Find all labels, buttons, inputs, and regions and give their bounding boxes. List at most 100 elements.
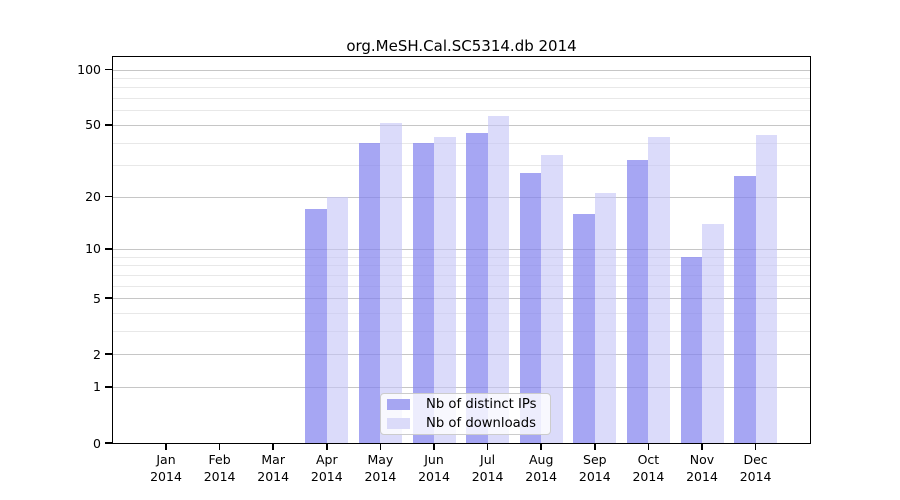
gridline-major [113,354,810,356]
gridline-minor [113,165,810,167]
x-tick-year: 2014 [471,468,504,484]
x-tick-month: May [367,452,394,467]
x-tick [165,444,167,450]
gridline-minor [113,142,810,144]
y-tick-label: 20 [85,189,101,205]
x-tick-year: 2014 [364,468,397,484]
x-tick-label: Feb 2014 [193,452,247,485]
x-tick-year: 2014 [150,468,182,484]
x-tick [272,444,274,450]
gridline-minor [113,312,810,314]
x-tick-label: Dec 2014 [729,452,783,485]
gridline-major [113,124,810,126]
bar-downloads-dec [755,135,778,443]
bar-distinct-ips-jun [412,142,434,443]
gridline-minor [113,87,810,89]
x-tick-label: Nov 2014 [675,452,729,485]
bar-distinct-ips-nov [680,256,702,443]
x-tick-label: Aug 2014 [514,452,568,485]
x-tick-year: 2014 [686,468,718,484]
bar-distinct-ips-apr [305,209,327,443]
gridline-major [113,248,810,250]
bar-downloads-oct [648,136,670,443]
x-tick-label: Sep 2014 [568,452,622,485]
gridline-major [113,69,810,71]
x-tick [486,444,489,450]
x-tick-month: Apr [315,452,338,467]
legend-swatch-downloads [387,417,410,429]
y-tick [105,248,112,250]
gridline-minor [113,98,810,100]
y-tick-label: 10 [85,241,101,257]
x-tick [594,444,596,450]
x-tick-month: Jul [480,452,496,467]
x-tick-month: Feb [208,452,231,467]
y-tick [105,297,112,299]
x-tick-month: Oct [637,452,660,467]
gridline-minor [113,256,810,258]
y-tick-label: 0 [93,435,101,451]
gridline-minor [113,110,810,112]
y-tick [105,442,112,444]
x-tick [379,444,382,450]
bar-downloads-nov [702,223,724,443]
legend-row-downloads: Nb of downloads [387,416,550,431]
x-tick-month: Sep [583,452,607,467]
y-tick [105,124,112,126]
legend-label-distinct-ips: Nb of distinct IPs [426,397,537,413]
x-tick-month: Jun [424,452,444,467]
bar-downloads-may [380,123,402,443]
y-tick-label: 5 [93,290,101,306]
x-tick-year: 2014 [739,468,772,484]
gridline-major [113,386,810,388]
x-tick [433,444,435,450]
x-tick-label: Jan 2014 [139,452,193,485]
bar-downloads-jul [487,115,510,443]
y-tick [105,386,112,388]
bar-downloads-sep [594,192,617,443]
bar-distinct-ips-sep [573,213,595,443]
x-tick [647,444,650,450]
x-tick-year: 2014 [203,468,236,484]
bar-downloads-jun [434,136,456,443]
x-tick-year: 2014 [632,468,665,484]
gridline-minor [113,330,810,332]
bar-distinct-ips-aug [519,173,542,443]
x-tick [218,444,221,450]
x-tick [540,444,542,450]
x-tick-month: Mar [261,452,285,467]
y-tick-label: 50 [85,117,101,133]
x-tick-month: Jan [156,452,176,467]
chart-title: org.MeSH.Cal.SC5314.db 2014 [346,37,577,55]
y-tick [105,68,112,71]
x-tick-month: Nov [689,452,715,467]
legend-label-downloads: Nb of downloads [426,415,536,431]
legend-row-distinct-ips: Nb of distinct IPs [387,397,550,412]
x-tick-label: Apr 2014 [300,452,354,485]
x-tick-year: 2014 [578,468,611,484]
gridline-minor [113,274,810,276]
bar-distinct-ips-dec [734,176,756,443]
x-tick-label: Jul 2014 [461,452,515,485]
legend-swatch-distinct-ips [387,399,410,411]
y-tick-label: 1 [93,379,101,395]
x-tick-label: Oct 2014 [621,452,675,485]
bar-distinct-ips-jul [466,133,488,443]
x-tick [326,444,328,450]
x-tick-label: May 2014 [353,452,407,485]
bar-downloads-aug [541,155,563,443]
x-tick-label: Jun 2014 [407,452,461,485]
gridline-minor [113,265,810,267]
x-tick [701,444,703,450]
gridline-minor [113,78,810,80]
y-tick-label: 2 [93,346,101,362]
bar-distinct-ips-may [358,142,381,443]
x-tick-year: 2014 [310,468,343,484]
y-tick [105,353,112,355]
x-tick-year: 2014 [525,468,558,484]
gridline-major [113,298,810,300]
x-tick-month: Aug [528,452,554,467]
gridline-major [113,196,810,198]
x-tick-year: 2014 [257,468,290,484]
